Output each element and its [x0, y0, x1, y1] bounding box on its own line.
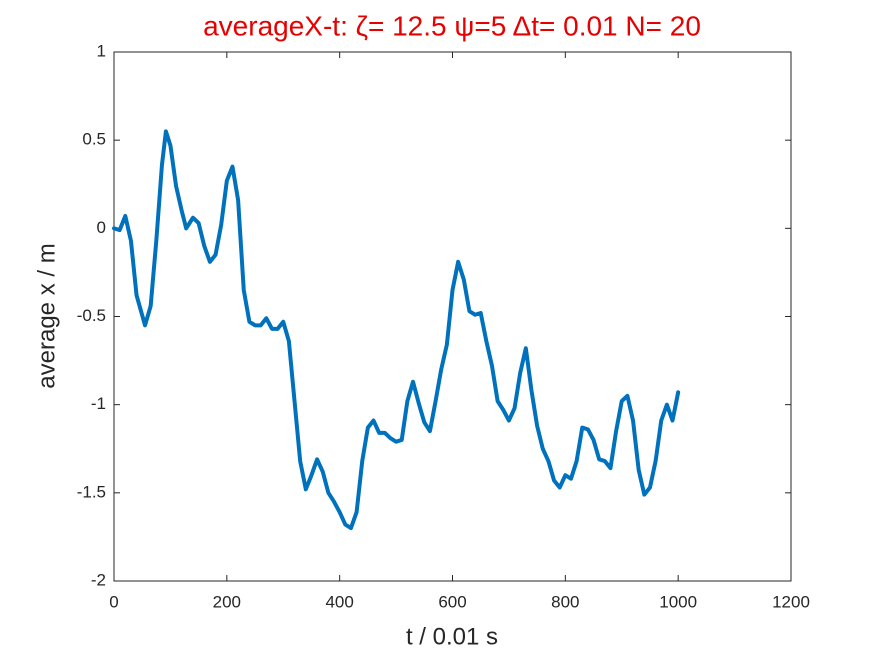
y-tick-label: 0.5: [82, 130, 106, 149]
x-tick-label: 800: [551, 592, 579, 611]
y-tick-label: 1: [97, 41, 106, 60]
x-tick-label: 1200: [772, 592, 810, 611]
y-tick-label: -2: [91, 570, 106, 589]
x-axis-label: t / 0.01 s: [406, 623, 498, 650]
y-tick-label: 0: [97, 218, 106, 237]
y-axis-label: average x / m: [33, 243, 60, 388]
x-tick-label: 200: [213, 592, 241, 611]
y-tick-label: -1: [91, 394, 106, 413]
x-tick-label: 1000: [659, 592, 697, 611]
y-tick-label: -1.5: [77, 482, 106, 501]
plot-frame: [113, 51, 792, 582]
x-tick-label: 0: [109, 592, 118, 611]
x-tick-label: 600: [438, 592, 466, 611]
y-tick-label: -0.5: [77, 306, 106, 325]
data-line: [112, 129, 681, 531]
x-tick-label: 400: [325, 592, 353, 611]
chart-title: averageX-t: ζ= 12.5 ψ=5 Δt= 0.01 N= 20: [203, 10, 701, 41]
